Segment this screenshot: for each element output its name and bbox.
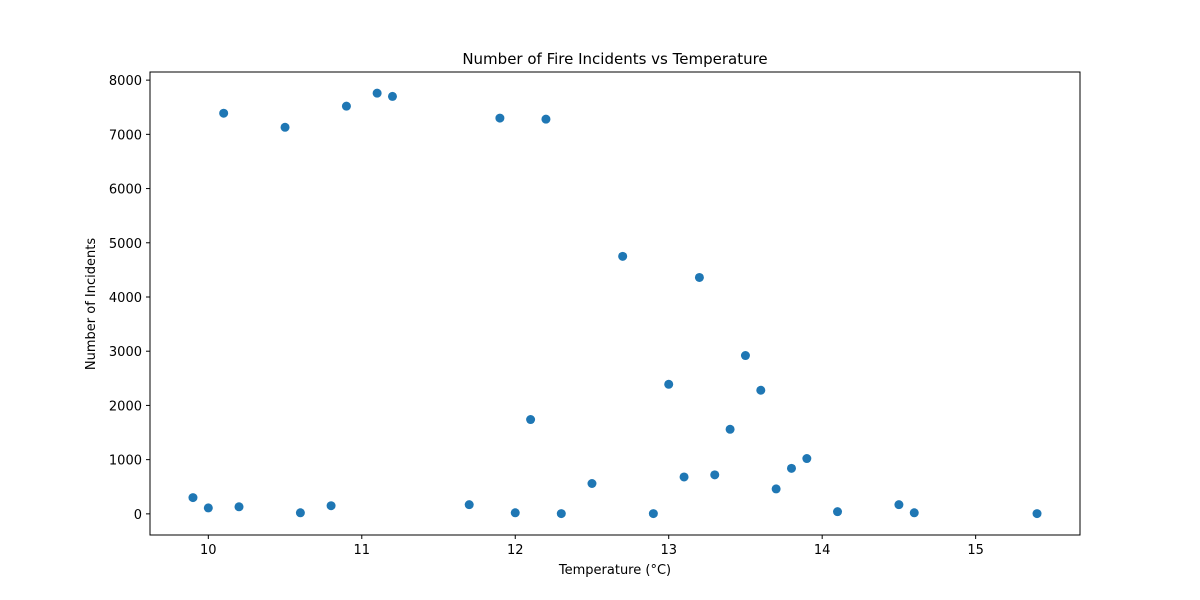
plot-frame <box>149 71 1081 536</box>
data-point <box>556 509 566 519</box>
data-point <box>679 472 689 482</box>
plot-area <box>149 71 1081 536</box>
y-tick-label: 7000 <box>109 128 142 143</box>
data-point <box>464 500 474 510</box>
data-point <box>526 415 536 425</box>
data-point <box>756 385 766 395</box>
data-point <box>341 101 351 111</box>
x-tick-label: 13 <box>660 543 677 558</box>
x-tick-label: 11 <box>354 543 371 558</box>
data-point <box>648 509 658 519</box>
data-point <box>894 500 904 510</box>
x-tick-label: 10 <box>200 543 217 558</box>
y-tick-label: 8000 <box>109 74 142 89</box>
y-tick-label: 1000 <box>109 454 142 469</box>
data-point <box>541 114 551 124</box>
data-point <box>295 508 305 518</box>
y-tick-label: 5000 <box>109 237 142 252</box>
x-tick-label: 12 <box>507 543 524 558</box>
data-point <box>909 508 919 518</box>
chart-title: Number of Fire Incidents vs Temperature <box>462 50 767 68</box>
data-point <box>326 501 336 511</box>
data-point <box>219 108 229 118</box>
y-tick-label: 3000 <box>109 345 142 360</box>
data-point <box>234 502 244 512</box>
data-point <box>372 88 382 98</box>
y-tick-label: 2000 <box>109 399 142 414</box>
y-tick-label: 0 <box>134 508 142 523</box>
y-tick-label: 4000 <box>109 291 142 306</box>
data-point <box>1032 509 1042 519</box>
data-point <box>495 113 505 123</box>
y-axis-label: Number of Incidents <box>84 238 99 370</box>
data-point <box>387 91 397 101</box>
data-point <box>618 251 628 261</box>
data-point <box>802 454 812 464</box>
data-point <box>740 351 750 361</box>
data-point <box>203 503 213 513</box>
data-point <box>188 493 198 503</box>
data-point <box>771 484 781 494</box>
x-tick-label: 14 <box>814 543 831 558</box>
data-point <box>510 508 520 518</box>
data-point <box>694 272 704 282</box>
data-point <box>664 379 674 389</box>
data-point <box>587 478 597 488</box>
data-point <box>710 470 720 480</box>
y-tick-label: 6000 <box>109 183 142 198</box>
x-axis-label: Temperature (°C) <box>558 563 671 578</box>
data-point <box>786 463 796 473</box>
y-axis: 0 1000 2000 3000 4000 5000 6000 7000 8000 <box>109 74 150 523</box>
data-point <box>725 424 735 434</box>
x-tick-label: 15 <box>967 543 984 558</box>
data-point <box>280 122 290 132</box>
x-axis: 10 11 12 13 14 15 <box>200 535 984 558</box>
data-point <box>833 507 843 517</box>
data-points <box>188 88 1042 519</box>
